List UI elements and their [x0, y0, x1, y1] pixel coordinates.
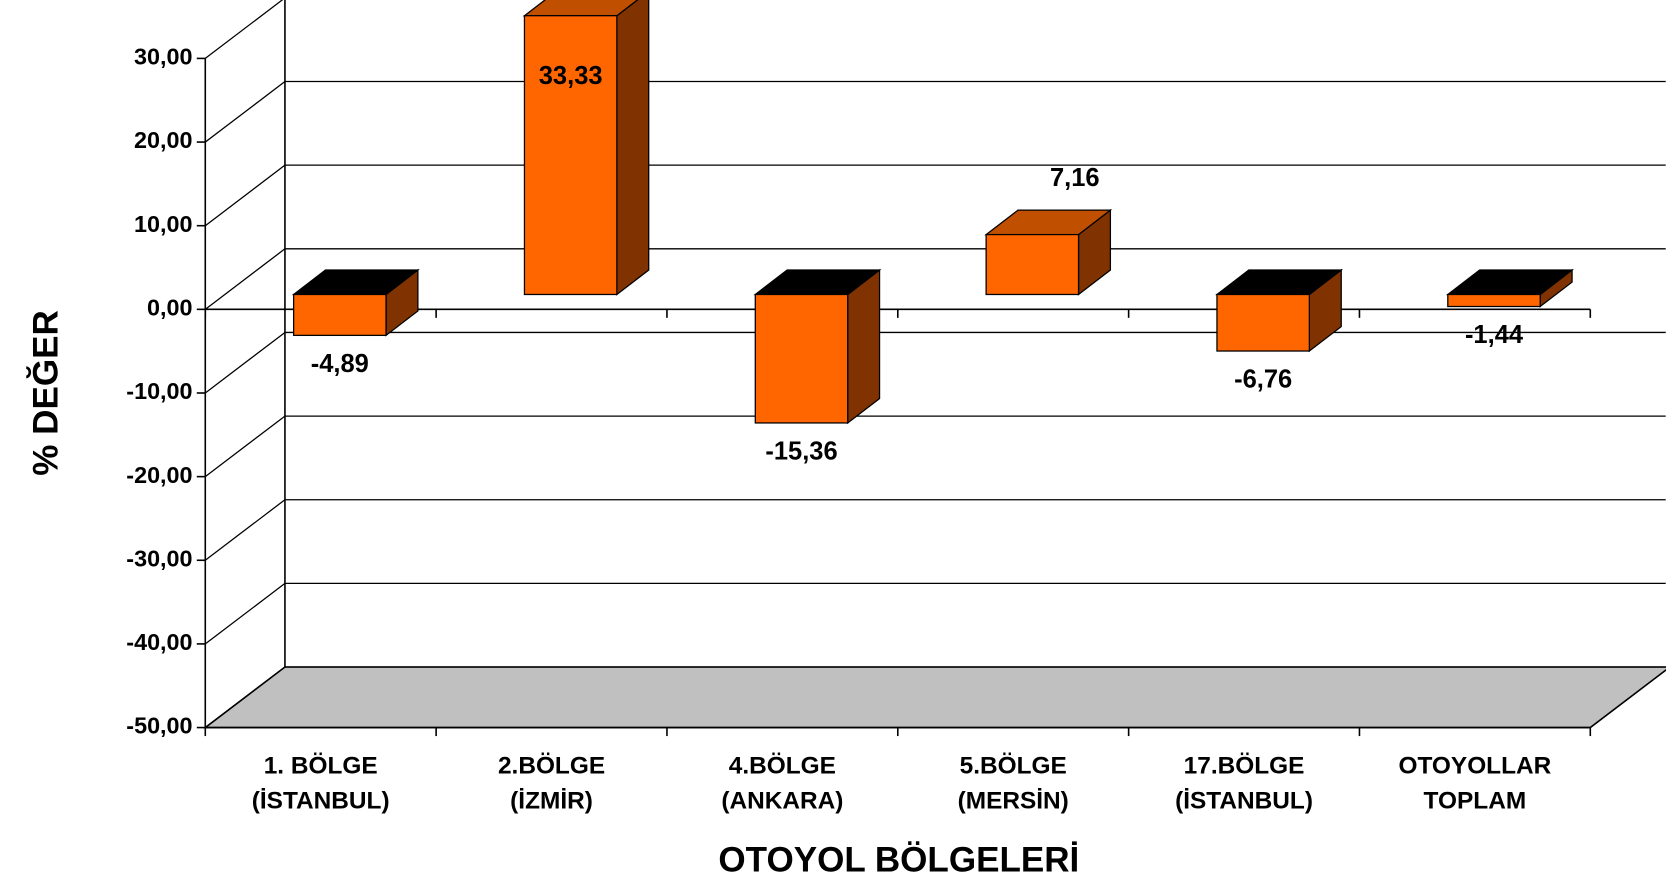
bar-front — [292, 293, 387, 337]
value-label: 33,33 — [539, 62, 603, 90]
y-tick-label: -40,00 — [126, 629, 192, 655]
x-tick-label: 1. BÖLGE — [264, 752, 378, 779]
bar-side — [847, 268, 881, 425]
x-tick-label: 4.BÖLGE — [729, 752, 836, 779]
y-tick-label: 0,00 — [147, 295, 192, 321]
bar-front — [523, 15, 618, 296]
bar — [522, 0, 650, 296]
y-tick-label: -10,00 — [126, 378, 192, 404]
x-tick-label: (ANKARA) — [721, 787, 843, 814]
floor — [202, 666, 1666, 729]
x-tick-label: TOPLAM — [1424, 787, 1527, 814]
value-label: -1,44 — [1465, 321, 1524, 349]
bar-front — [754, 293, 849, 424]
grid-line-side — [204, 81, 286, 143]
grid-line-side — [204, 248, 286, 310]
x-tick-label: 5.BÖLGE — [960, 752, 1067, 779]
grid-line-side — [204, 582, 286, 645]
x-tick-label: 17.BÖLGE — [1184, 752, 1305, 779]
value-label: -15,36 — [765, 437, 837, 465]
grid-line-side — [204, 331, 286, 394]
bar-front — [1447, 293, 1541, 308]
value-label: 7,16 — [1050, 164, 1100, 192]
x-tick-label: OTOYOLLAR — [1398, 752, 1551, 779]
x-tick-label: 2.BÖLGE — [498, 752, 605, 779]
y-tick-label: -20,00 — [126, 462, 192, 488]
y-tick-label: -30,00 — [126, 545, 192, 571]
value-label: -4,89 — [311, 350, 369, 378]
grid-line-side — [204, 0, 284, 59]
bar — [984, 208, 1113, 296]
x-axis-title: OTOYOL BÖLGELERİ — [718, 841, 1079, 880]
value-label: -6,76 — [1234, 365, 1292, 393]
x-tick-label: (MERSİN) — [958, 787, 1069, 814]
grid-line-side — [204, 499, 286, 561]
y-axis-title: % DEĞER — [25, 310, 65, 476]
bar — [291, 268, 420, 337]
y-tick-label: -50,00 — [126, 713, 192, 739]
y-tick-label: 30,00 — [134, 44, 192, 70]
bar — [753, 268, 882, 425]
grid-line-side — [204, 415, 286, 478]
y-tick-label: 10,00 — [134, 211, 192, 237]
bar — [1215, 268, 1344, 353]
x-tick-label: (İSTANBUL) — [1175, 787, 1313, 814]
grid-line-side — [204, 164, 286, 227]
bar-front — [985, 233, 1080, 296]
bar-front — [1216, 293, 1311, 352]
x-tick-label: (İZMİR) — [510, 787, 593, 814]
x-tick-label: (İSTANBUL) — [252, 787, 390, 814]
bar — [1445, 268, 1574, 308]
y-tick-label: 20,00 — [134, 127, 192, 153]
grid-line-side — [204, 666, 286, 729]
bar-side — [616, 0, 650, 296]
